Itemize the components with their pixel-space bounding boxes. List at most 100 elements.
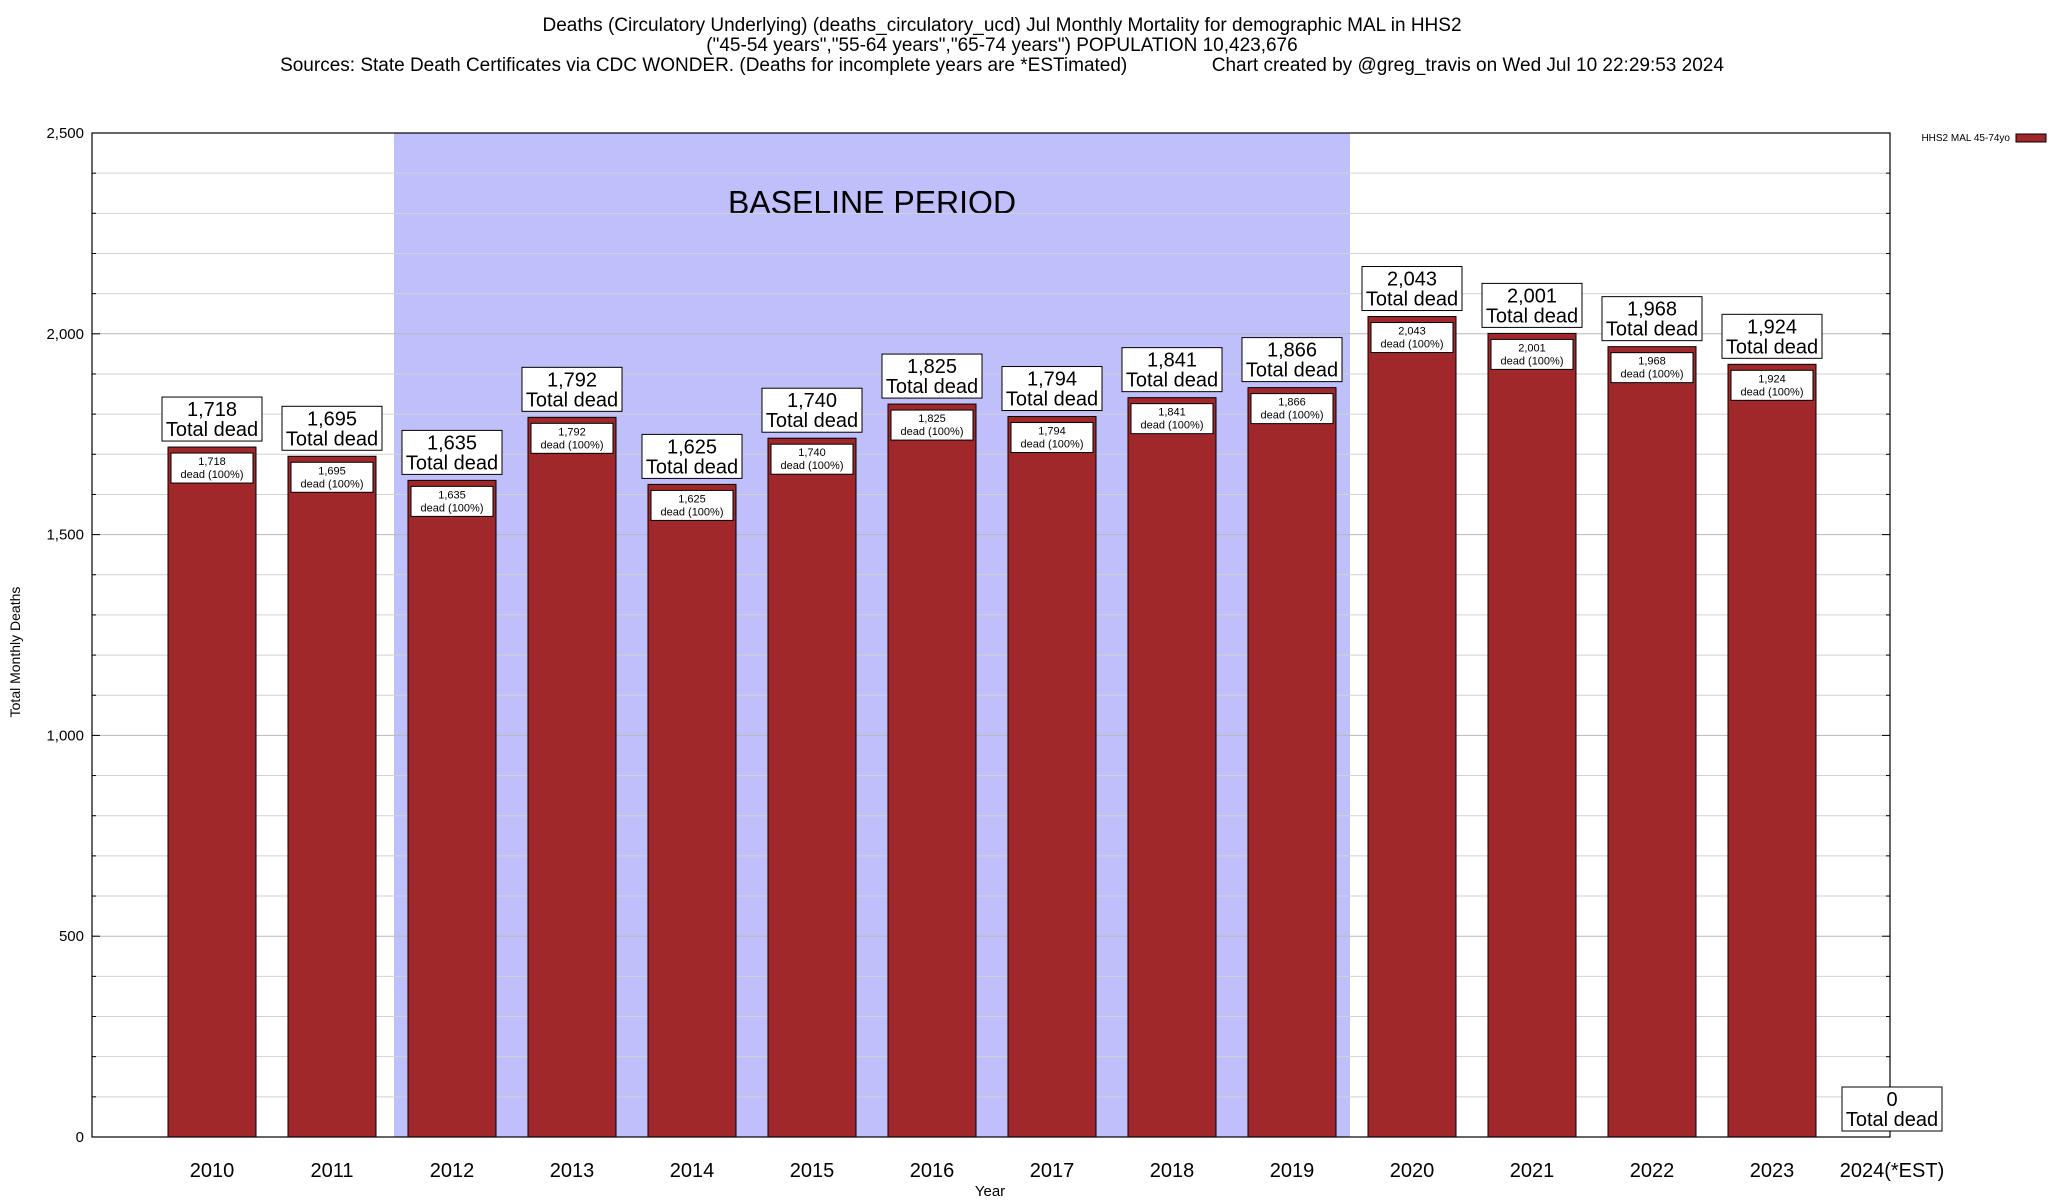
inner-label-box — [650, 489, 734, 521]
x-tick-label: 2014 — [670, 1160, 715, 1182]
y-tick-label: 1,500 — [46, 527, 84, 544]
legend: HHS2 MAL 45-74yo — [1921, 133, 2047, 144]
y-tick-label: 2,500 — [46, 125, 84, 142]
top-label-value: 0 — [1886, 1089, 1897, 1111]
bar-2014 — [647, 483, 737, 1138]
inner-label-box — [1490, 338, 1574, 370]
top-label-box — [1721, 313, 1823, 359]
inner-label-caption: dead (100%) — [1741, 386, 1804, 398]
bar-2011 — [287, 455, 377, 1138]
top-label-caption: Total dead — [1606, 319, 1698, 341]
top-label-box — [161, 396, 263, 442]
x-tick-label: 2015 — [790, 1160, 835, 1182]
inner-label-caption: dead (100%) — [1381, 339, 1444, 351]
top-label-box — [1481, 282, 1583, 328]
x-tick-label: 2011 — [310, 1160, 353, 1182]
bar-2023 — [1727, 363, 1817, 1138]
top-label-value: 1,635 — [427, 432, 477, 454]
inner-label-value: 1,718 — [198, 456, 226, 468]
inner-label-caption: dead (100%) — [1141, 420, 1204, 432]
inner-label-caption: dead (100%) — [421, 502, 484, 514]
bar-2019 — [1247, 387, 1337, 1138]
y-axis-label: Total Monthly Deaths — [7, 587, 23, 718]
top-label-box — [521, 366, 623, 412]
x-tick-label: 2013 — [550, 1160, 595, 1182]
top-label-value: 1,841 — [1147, 350, 1197, 372]
x-axis-label: Year — [975, 1183, 1005, 1200]
top-label-box — [881, 353, 983, 399]
x-tick-label: 2012 — [430, 1160, 475, 1182]
bar-2013 — [527, 416, 617, 1138]
y-tick-label: 500 — [59, 928, 84, 945]
top-label-box — [761, 387, 863, 433]
chart-source-line: Sources: State Death Certificates via CD… — [280, 55, 1724, 76]
y-tick-label: 0 — [76, 1129, 84, 1146]
x-tick-label: 2019 — [1270, 1160, 1315, 1182]
inner-label-value: 1,792 — [558, 426, 586, 438]
top-label-value: 1,792 — [547, 369, 597, 391]
top-label-box — [401, 429, 503, 475]
x-tick-label: 2024(*EST) — [1840, 1160, 1945, 1182]
inner-label-value: 1,635 — [438, 489, 466, 501]
inner-label-box — [1730, 369, 1814, 401]
top-label-caption: Total dead — [166, 419, 258, 441]
inner-label-caption: dead (100%) — [301, 478, 364, 490]
x-tick-label: 2023 — [1750, 1160, 1795, 1182]
inner-label-value: 1,841 — [1158, 407, 1186, 419]
top-label-caption: Total dead — [406, 452, 498, 474]
bar-2018 — [1127, 397, 1217, 1138]
top-label-caption: Total dead — [286, 428, 378, 450]
inner-label-value: 1,695 — [318, 465, 346, 477]
legend-series-label: HHS2 MAL 45-74yo — [1921, 133, 2010, 144]
inner-label-value: 1,794 — [1038, 426, 1066, 438]
x-tick-label: 2017 — [1030, 1160, 1075, 1182]
inner-label-caption: dead (100%) — [901, 426, 964, 438]
inner-label-value: 1,924 — [1758, 373, 1786, 385]
legend-swatch — [2015, 133, 2047, 143]
top-label-value: 1,695 — [307, 408, 357, 430]
inner-label-box — [890, 409, 974, 441]
top-label-value: 1,866 — [1267, 340, 1317, 362]
top-label-box — [641, 433, 743, 479]
inner-label-caption: dead (100%) — [1621, 369, 1684, 381]
top-label-value: 2,043 — [1387, 269, 1437, 291]
x-tick-label: 2021 — [1510, 1160, 1555, 1182]
bar-2021 — [1487, 332, 1577, 1138]
top-label-value: 1,740 — [787, 390, 837, 412]
bars-layer — [167, 316, 1817, 1138]
y-tick-label: 1,000 — [46, 727, 84, 744]
top-label-caption: Total dead — [886, 376, 978, 398]
inner-label-value: 1,625 — [678, 493, 706, 505]
x-tick-label: 2020 — [1390, 1160, 1435, 1182]
bar-2012 — [407, 479, 497, 1138]
x-tick-label: 2018 — [1150, 1160, 1195, 1182]
bar-2020 — [1367, 316, 1457, 1138]
plot-frame — [91, 132, 1891, 1138]
top-label-caption: Total dead — [766, 410, 858, 432]
bar-2015 — [767, 437, 857, 1138]
x-tick-label: 2016 — [910, 1160, 955, 1182]
inner-label-value: 1,740 — [798, 447, 826, 459]
inner-label-caption: dead (100%) — [781, 460, 844, 472]
grid-layer — [92, 172, 1890, 1098]
top-label-value: 1,825 — [907, 356, 957, 378]
top-label-caption: Total dead — [1246, 360, 1338, 382]
inner-label-box — [410, 485, 494, 517]
top-label-caption: Total dead — [1846, 1109, 1938, 1131]
top-label-box — [1121, 347, 1223, 393]
inner-label-box — [1130, 403, 1214, 435]
baseline-period-label: BASELINE PERIOD — [728, 184, 1016, 220]
top-label-caption: Total dead — [1726, 336, 1818, 358]
top-label-value: 1,718 — [187, 399, 237, 421]
inner-label-value: 2,001 — [1518, 342, 1546, 354]
top-label-box — [1001, 366, 1103, 412]
top-label-caption: Total dead — [526, 389, 618, 411]
inner-label-box — [170, 452, 254, 484]
top-label-value: 1,794 — [1027, 369, 1077, 391]
top-label-box — [281, 405, 383, 451]
inner-label-box — [1250, 393, 1334, 425]
bar-2017 — [1007, 416, 1097, 1138]
top-label-caption: Total dead — [1006, 389, 1098, 411]
